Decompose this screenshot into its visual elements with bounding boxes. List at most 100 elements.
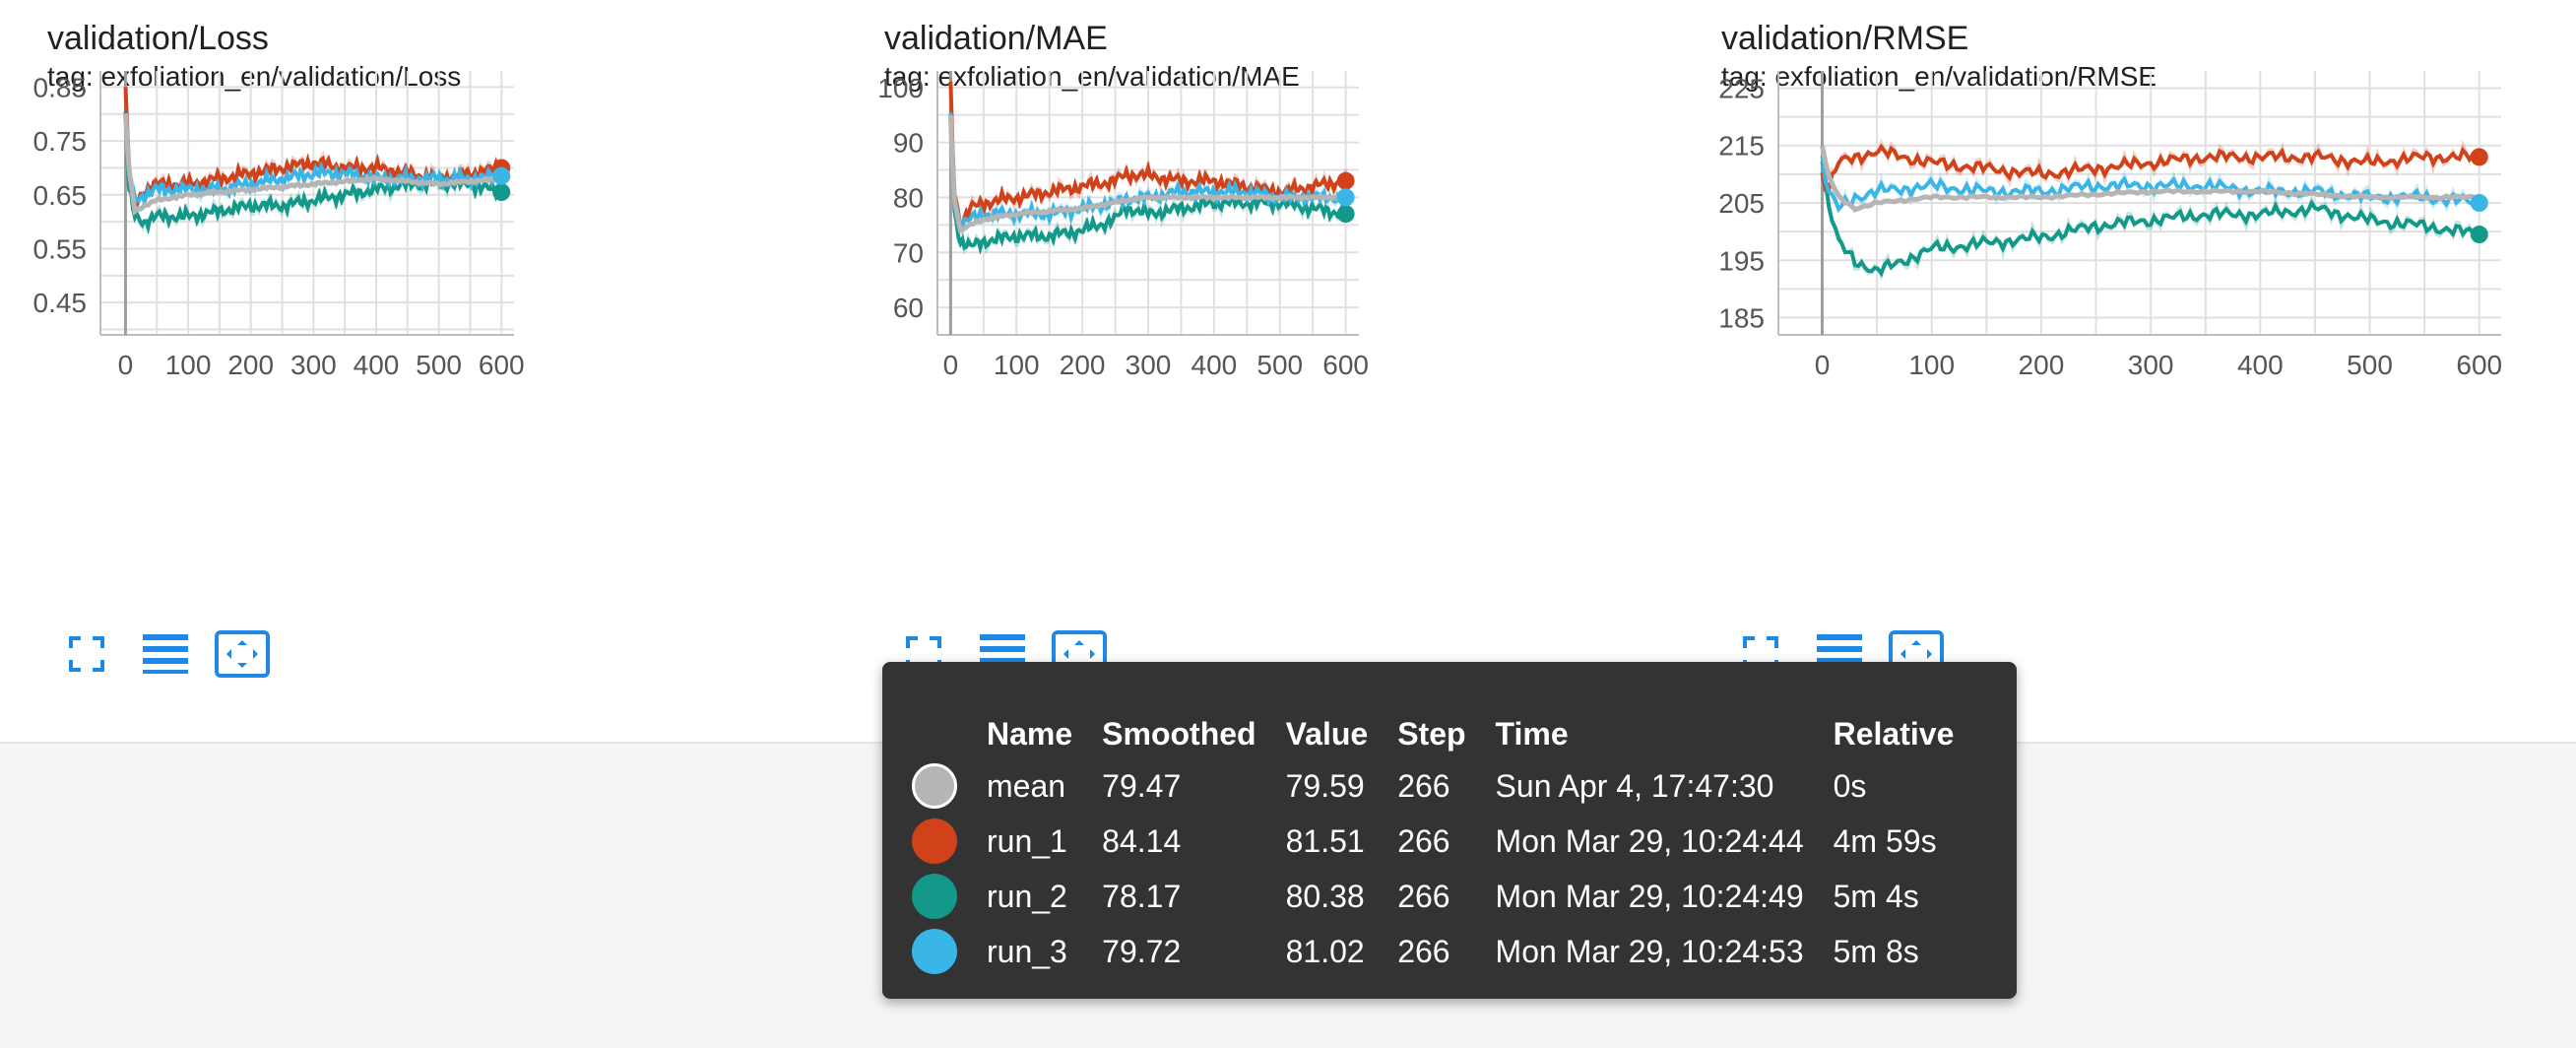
y-tick-label: 0.55	[33, 233, 88, 264]
tooltip-time: Sun Apr 4, 17:47:30	[1495, 767, 1774, 804]
series-endpoint-run-1	[1336, 171, 1355, 190]
tooltip-header-row: Name Smoothed Value Step Time Relative	[912, 709, 1983, 758]
tooltip-step: 266	[1397, 878, 1450, 914]
y-tick-label: 195	[1718, 245, 1765, 276]
x-tick-label: 500	[1256, 350, 1303, 380]
tooltip-smoothed: 84.14	[1102, 822, 1182, 859]
series-line-run-1[interactable]	[1820, 143, 2481, 192]
x-tick-label: 100	[994, 350, 1040, 380]
x-tick-label: 300	[290, 350, 337, 380]
series-line-run-2[interactable]	[1820, 161, 2479, 278]
y-tick-label: 225	[1718, 73, 1765, 103]
x-tick-label: 600	[1322, 350, 1369, 380]
data-list-icon	[143, 634, 188, 674]
y-tick-label: 90	[893, 128, 924, 159]
chart-card-loss: validation/Loss tag: exfoliation_en/vali…	[0, 0, 837, 689]
toggle-data-list-button[interactable]	[138, 626, 193, 682]
y-tick-label: 0.85	[33, 72, 88, 102]
y-tick-label: 60	[893, 293, 924, 323]
run-color-swatch	[912, 929, 957, 974]
y-tick-label: 0.75	[33, 126, 88, 157]
tooltip-row-run-3: run_3 79.72 81.02 266 Mon Mar 29, 10:24:…	[912, 924, 1983, 979]
series-endpoint-run-3	[492, 166, 511, 185]
series-line-mean[interactable]	[123, 113, 503, 217]
tooltip-header-step: Step	[1397, 715, 1466, 752]
chart-card-mae: validation/MAE tag: exfoliation_en/valid…	[837, 0, 1674, 689]
fit-domain-button[interactable]	[215, 626, 270, 682]
series-line-mean[interactable]	[1820, 145, 2480, 213]
x-tick-label: 500	[2347, 350, 2393, 380]
tooltip-time: Mon Mar 29, 10:24:44	[1495, 822, 1804, 859]
tooltip-run-name: run_3	[987, 933, 1067, 969]
plot-area	[1820, 71, 2481, 335]
y-tick-label: 70	[893, 237, 924, 268]
tooltip-smoothed: 79.72	[1102, 933, 1182, 969]
fullscreen-button[interactable]	[896, 626, 951, 682]
tooltip-swatch-cell	[912, 924, 987, 979]
x-tick-label: 500	[416, 350, 462, 380]
tooltip-relative: 0s	[1833, 767, 1867, 804]
tooltip-value: 81.51	[1285, 822, 1365, 859]
series-endpoint-run-3	[2470, 194, 2488, 212]
fullscreen-icon	[69, 636, 104, 672]
fullscreen-icon	[906, 636, 941, 672]
tooltip-header-name: Name	[987, 715, 1073, 752]
fullscreen-icon	[1743, 636, 1778, 672]
fullscreen-button[interactable]	[59, 626, 114, 682]
tooltip-swatch-cell	[912, 814, 987, 869]
series-endpoint-run-3	[1336, 188, 1355, 207]
tooltip-row-run-1: run_1 84.14 81.51 266 Mon Mar 29, 10:24:…	[912, 814, 1983, 869]
tooltip-run-name: run_1	[987, 822, 1067, 859]
series-endpoint-run-1	[2470, 148, 2488, 166]
series-endpoint-run-2	[492, 183, 511, 202]
line-chart-rmse[interactable]: 225 215 205 195 185 0 100 200 300 400 500 600	[1674, 0, 2531, 630]
series-endpoint-run-2	[2470, 226, 2488, 244]
y-tick-label: 205	[1718, 188, 1765, 219]
tooltip-smoothed: 78.17	[1102, 878, 1182, 914]
x-tick-label: 400	[1191, 350, 1238, 380]
tooltip-table: Name Smoothed Value Step Time Relative m…	[912, 709, 1983, 979]
x-tick-label: 200	[227, 350, 274, 380]
tooltip-time: Mon Mar 29, 10:24:49	[1495, 878, 1804, 914]
series-line-run-1[interactable]	[948, 81, 1348, 231]
x-tick-label: 0	[118, 350, 134, 380]
series-line-run-2[interactable]	[948, 117, 1348, 255]
fullscreen-button[interactable]	[1733, 626, 1788, 682]
chart-title: validation/RMSE	[1721, 20, 1969, 57]
run-color-swatch	[912, 874, 957, 919]
x-tick-label: 600	[2456, 350, 2502, 380]
tooltip-step: 266	[1397, 933, 1450, 969]
tooltip-relative: 5m 4s	[1833, 878, 1919, 914]
x-tick-label: 300	[2128, 350, 2174, 380]
fit-domain-icon	[215, 630, 270, 678]
line-chart-loss[interactable]: 0.85 0.75 0.65 0.55 0.45 0 100 200 300 400 500 600	[0, 0, 837, 630]
tooltip-row-run-2: run_2 78.17 80.38 266 Mon Mar 29, 10:24:…	[912, 869, 1983, 924]
tooltip-header-smoothed: Smoothed	[1102, 715, 1256, 752]
x-tick-label: 400	[2237, 350, 2284, 380]
tooltip-value: 80.38	[1285, 878, 1365, 914]
series-endpoint-run-2	[1336, 205, 1355, 224]
tooltip-swatch-cell	[912, 869, 987, 924]
tooltip-header-time: Time	[1495, 715, 1569, 752]
tooltip-step: 266	[1397, 822, 1450, 859]
tooltip-relative: 5m 8s	[1833, 933, 1919, 969]
series-line-run-3[interactable]	[123, 114, 503, 208]
tooltip-value: 81.02	[1285, 933, 1365, 969]
x-tick-label: 400	[354, 350, 400, 380]
tooltip-header-value: Value	[1285, 715, 1369, 752]
y-tick-label: 185	[1718, 303, 1765, 334]
run-color-swatch	[912, 819, 957, 864]
hover-tooltip: Name Smoothed Value Step Time Relative m…	[882, 662, 2017, 999]
y-tick-label: 100	[877, 73, 924, 103]
x-tick-label: 200	[1060, 350, 1106, 380]
series-line-mean[interactable]	[947, 115, 1346, 234]
chart-title: validation/MAE	[884, 20, 1108, 57]
tooltip-header-relative: Relative	[1833, 715, 1955, 752]
tooltip-step: 266	[1397, 767, 1450, 804]
tooltip-header-swatch	[912, 709, 987, 758]
chart-card-rmse: validation/RMSE tag: exfoliation_en/vali…	[1674, 0, 2511, 689]
run-color-swatch	[912, 763, 957, 809]
x-tick-label: 100	[1908, 350, 1955, 380]
y-tick-label: 80	[893, 182, 924, 213]
